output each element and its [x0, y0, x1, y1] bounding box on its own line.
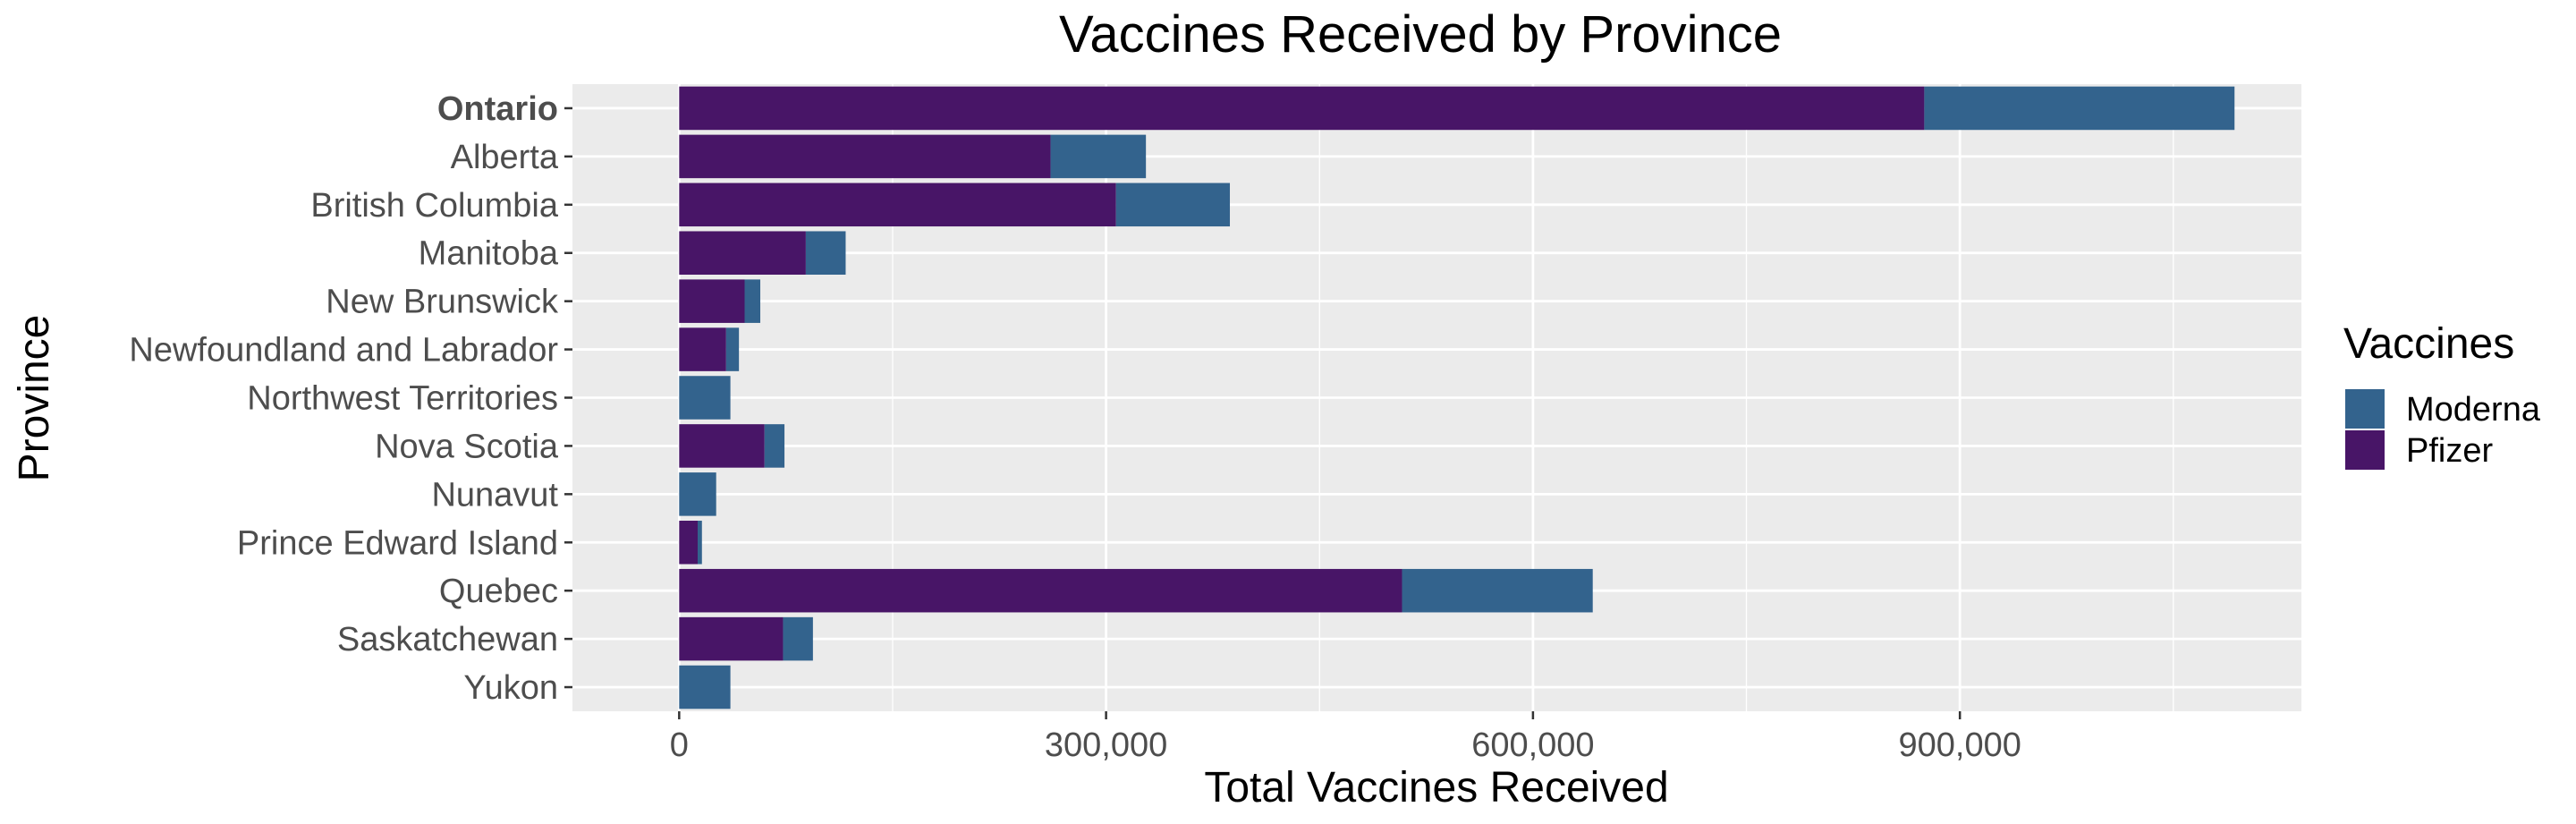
- bar-moderna-ontario: [1924, 86, 2235, 131]
- bars: [679, 86, 2235, 709]
- bar-moderna-british-columbia: [1115, 183, 1231, 227]
- y-tick-label: Newfoundland and Labrador: [129, 332, 558, 370]
- bar-moderna-quebec: [1402, 568, 1593, 613]
- y-tick-label: Manitoba: [419, 235, 559, 273]
- legend-label-pfizer: Pfizer: [2406, 432, 2493, 470]
- bar-moderna-newfoundland-and-labrador: [725, 327, 740, 371]
- bar-moderna-yukon: [679, 665, 731, 709]
- y-tick-label: Northwest Territories: [247, 380, 558, 418]
- bar-moderna-new-brunswick: [744, 279, 761, 323]
- bar-pfizer-new-brunswick: [679, 279, 745, 323]
- bar-pfizer-saskatchewan: [679, 616, 784, 661]
- legend-label-moderna: Moderna: [2406, 391, 2541, 429]
- x-tick-label: 300,000: [1045, 726, 1167, 764]
- bar-pfizer-manitoba: [679, 231, 806, 275]
- y-tick-label: Saskatchewan: [337, 621, 558, 658]
- x-axis: 0 300,000 600,000 900,000: [670, 711, 2021, 764]
- bar-pfizer-quebec: [679, 568, 1402, 613]
- legend-title: Vaccines: [2343, 320, 2514, 368]
- y-tick-label: Prince Edward Island: [237, 524, 558, 562]
- bar-moderna-nunavut: [679, 472, 716, 516]
- bar-pfizer-alberta: [679, 134, 1051, 179]
- y-axis: Ontario Alberta British Columbia Manitoba Ne…: [129, 90, 572, 707]
- y-tick-label: Ontario: [437, 90, 558, 128]
- legend-key-moderna: [2345, 389, 2385, 429]
- bar-pfizer-british-columbia: [679, 183, 1116, 227]
- bar-pfizer-newfoundland-and-labrador: [679, 327, 726, 371]
- bar-pfizer-ontario: [679, 86, 1925, 131]
- chart-title: Vaccines Received by Province: [1059, 5, 1782, 64]
- y-tick-label: Nova Scotia: [375, 428, 559, 465]
- bar-moderna-prince-edward-island: [698, 521, 702, 565]
- y-tick-label: Quebec: [439, 573, 558, 610]
- x-tick-label: 0: [670, 726, 689, 764]
- x-tick-label: 900,000: [1898, 726, 2021, 764]
- y-tick-label: Yukon: [463, 669, 558, 707]
- bar-moderna-nova-scotia: [764, 424, 785, 468]
- bar-pfizer-prince-edward-island: [679, 521, 699, 565]
- bar-moderna-alberta: [1050, 134, 1147, 179]
- y-tick-label: British Columbia: [310, 187, 559, 225]
- bar-moderna-northwest-territories: [679, 376, 731, 420]
- x-axis-title: Total Vaccines Received: [1204, 764, 1668, 811]
- y-tick-label: Nunavut: [431, 476, 558, 514]
- y-tick-label: New Brunswick: [326, 284, 559, 321]
- y-axis-title: Province: [11, 315, 58, 482]
- x-tick-label: 600,000: [1471, 726, 1594, 764]
- legend-key-pfizer: [2345, 430, 2385, 470]
- y-tick-label: Alberta: [451, 139, 559, 176]
- bar-moderna-saskatchewan: [783, 616, 813, 661]
- bar-moderna-manitoba: [805, 231, 846, 275]
- bar-pfizer-nova-scotia: [679, 424, 765, 468]
